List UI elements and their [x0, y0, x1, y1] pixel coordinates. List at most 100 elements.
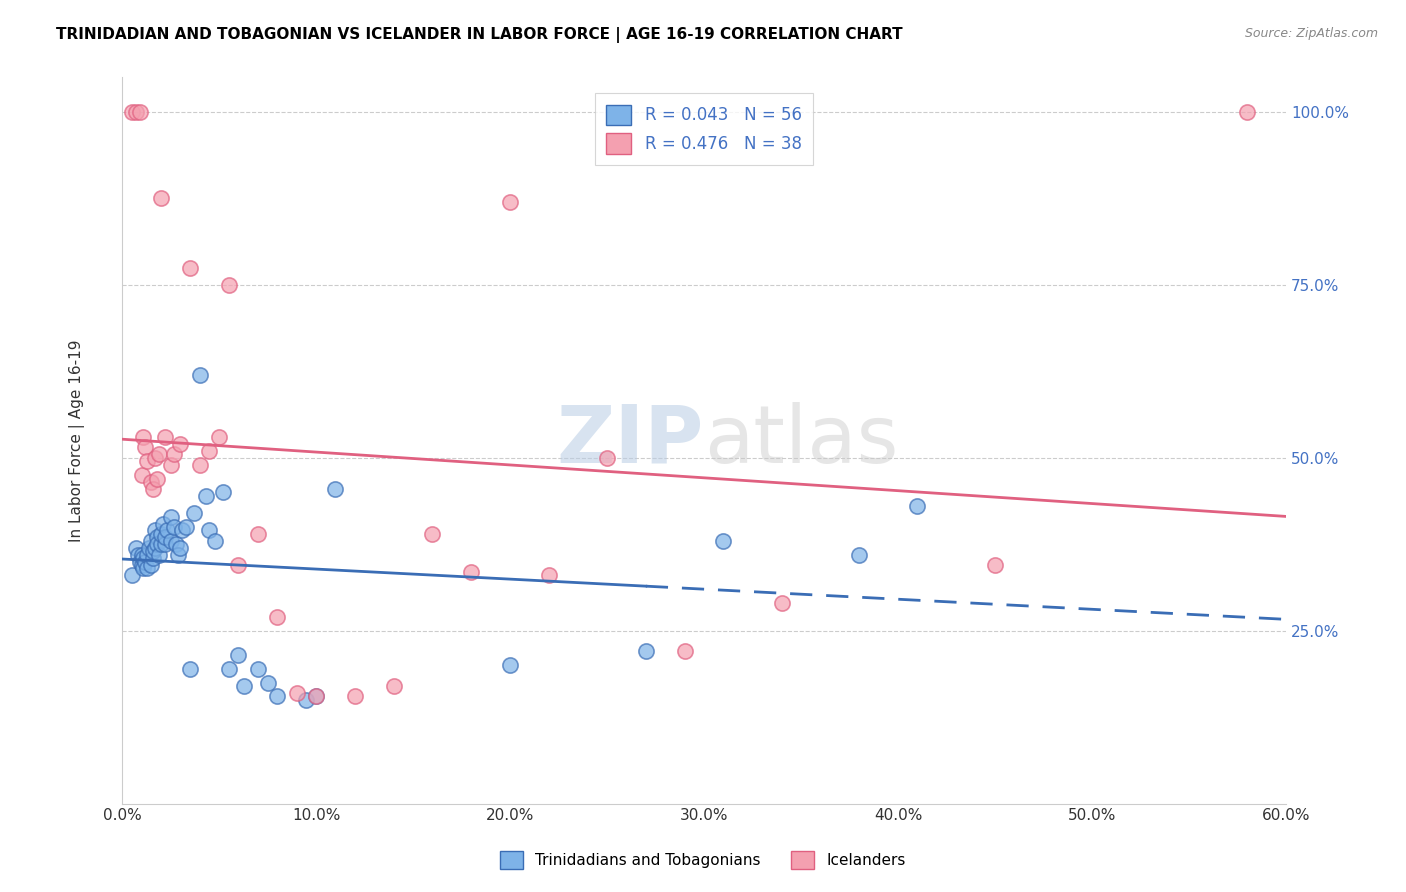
Point	[422, 527, 444, 541]
Point	[141, 475, 163, 489]
Point	[305, 690, 328, 704]
Point	[1236, 105, 1258, 120]
Point	[305, 690, 328, 704]
Point	[163, 520, 186, 534]
Point	[131, 558, 153, 572]
Point	[148, 548, 170, 562]
Point	[127, 548, 149, 562]
Point	[136, 548, 159, 562]
Point	[134, 555, 156, 569]
Point	[146, 537, 169, 551]
Point	[121, 105, 143, 120]
Point	[905, 500, 928, 514]
Point	[228, 558, 250, 572]
Point	[246, 527, 269, 541]
Point	[136, 454, 159, 468]
Point	[149, 537, 172, 551]
Point	[246, 662, 269, 676]
Point	[218, 662, 240, 676]
Point	[266, 610, 288, 624]
Point	[143, 524, 166, 538]
Point	[285, 686, 308, 700]
Point	[198, 524, 221, 538]
Point	[146, 530, 169, 544]
Point	[132, 430, 155, 444]
Point	[673, 644, 696, 658]
Point	[218, 277, 240, 292]
Legend: Trinidadians and Tobagonians, Icelanders: Trinidadians and Tobagonians, Icelanders	[494, 845, 912, 875]
Point	[152, 516, 174, 531]
Point	[131, 468, 153, 483]
Point	[125, 541, 148, 555]
Point	[174, 520, 197, 534]
Point	[165, 537, 187, 551]
Point	[188, 458, 211, 472]
Point	[343, 690, 366, 704]
Point	[325, 482, 347, 496]
Point	[256, 675, 278, 690]
Point	[131, 548, 153, 562]
Point	[159, 458, 181, 472]
Point	[153, 530, 176, 544]
Point	[142, 551, 165, 566]
Point	[295, 693, 318, 707]
Point	[596, 450, 619, 465]
Point	[149, 527, 172, 541]
Point	[153, 537, 176, 551]
Point	[153, 430, 176, 444]
Point	[134, 441, 156, 455]
Point	[142, 544, 165, 558]
Point	[713, 533, 735, 548]
Point	[128, 555, 150, 569]
Legend: R = 0.043   N = 56, R = 0.476   N = 38: R = 0.043 N = 56, R = 0.476 N = 38	[595, 93, 813, 165]
Point	[146, 472, 169, 486]
Point	[848, 548, 870, 562]
Point	[159, 533, 181, 548]
Point	[194, 489, 217, 503]
Point	[149, 191, 172, 205]
Point	[125, 105, 148, 120]
Point	[167, 548, 190, 562]
Point	[198, 443, 221, 458]
Point	[163, 447, 186, 461]
Point	[499, 194, 522, 209]
Point	[121, 568, 143, 582]
Point	[179, 260, 201, 275]
Point	[634, 644, 657, 658]
Point	[136, 561, 159, 575]
Point	[460, 565, 482, 579]
Point	[169, 541, 191, 555]
Text: ZIP: ZIP	[557, 401, 704, 480]
Point	[382, 679, 405, 693]
Point	[537, 568, 560, 582]
Point	[128, 105, 150, 120]
Point	[233, 679, 256, 693]
Point	[143, 450, 166, 465]
Point	[143, 541, 166, 555]
Text: Source: ZipAtlas.com: Source: ZipAtlas.com	[1244, 27, 1378, 40]
Point	[138, 541, 160, 555]
Point	[228, 648, 250, 662]
Point	[169, 437, 191, 451]
Point	[212, 485, 235, 500]
Y-axis label: In Labor Force | Age 16-19: In Labor Force | Age 16-19	[69, 339, 84, 541]
Point	[984, 558, 1007, 572]
Point	[132, 551, 155, 566]
Point	[208, 430, 231, 444]
Point	[148, 447, 170, 461]
Text: atlas: atlas	[704, 401, 898, 480]
Point	[172, 524, 194, 538]
Point	[159, 509, 181, 524]
Point	[183, 506, 205, 520]
Point	[499, 658, 522, 673]
Point	[142, 482, 165, 496]
Point	[188, 368, 211, 382]
Point	[266, 690, 288, 704]
Point	[156, 524, 179, 538]
Text: TRINIDADIAN AND TOBAGONIAN VS ICELANDER IN LABOR FORCE | AGE 16-19 CORRELATION C: TRINIDADIAN AND TOBAGONIAN VS ICELANDER …	[56, 27, 903, 43]
Point	[179, 662, 201, 676]
Point	[204, 533, 226, 548]
Point	[770, 596, 793, 610]
Point	[132, 561, 155, 575]
Point	[141, 558, 163, 572]
